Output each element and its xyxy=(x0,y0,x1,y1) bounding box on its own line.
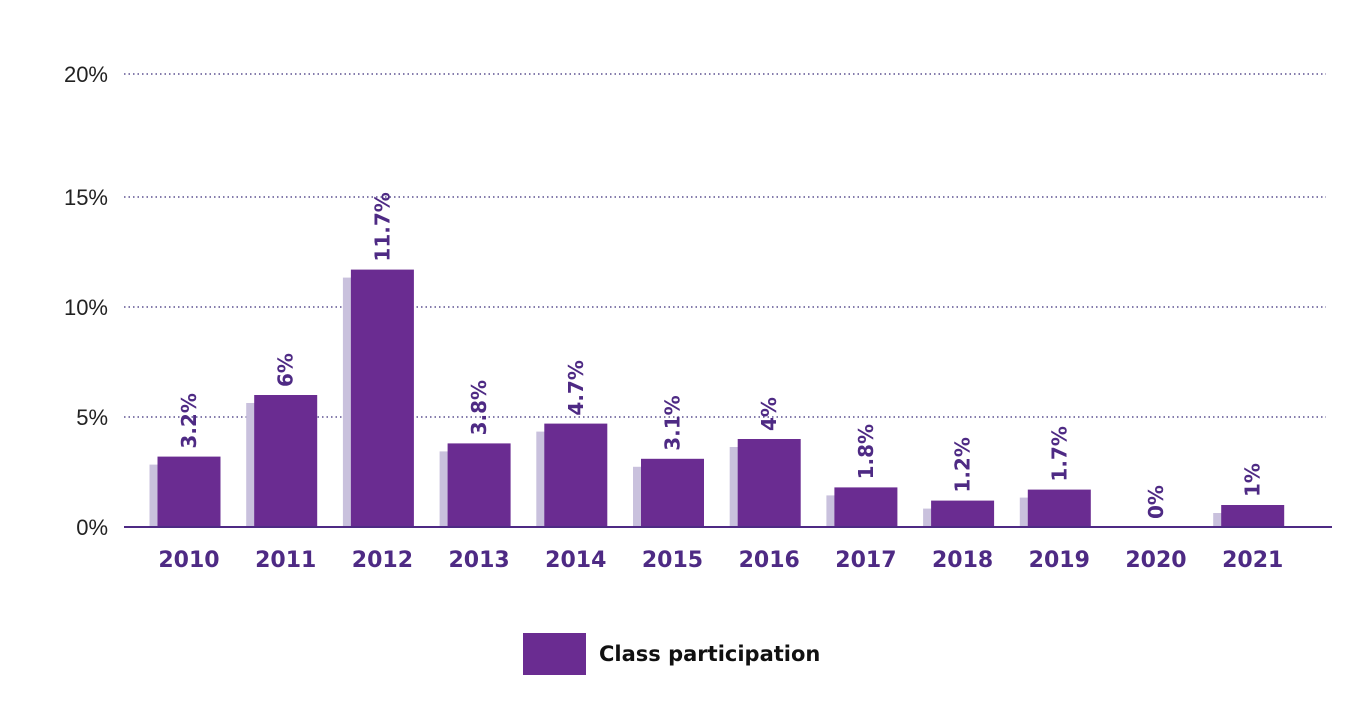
x-tick-label: 2020 xyxy=(1125,548,1186,573)
y-tick-label: 10% xyxy=(64,295,108,320)
bar xyxy=(544,423,608,527)
x-tick-label: 2015 xyxy=(642,548,703,573)
x-tick-label: 2016 xyxy=(739,548,800,573)
y-tick-label: 5% xyxy=(76,405,108,430)
bar xyxy=(350,269,414,527)
data-label: 1.2% xyxy=(951,437,975,492)
data-label: 1.7% xyxy=(1047,426,1071,481)
x-tick-label: 2021 xyxy=(1222,548,1283,573)
data-label: 4% xyxy=(757,397,781,431)
bar xyxy=(447,443,511,527)
x-tick-label: 2017 xyxy=(835,548,896,573)
data-label: 6% xyxy=(274,353,298,387)
y-tick-label: 0% xyxy=(76,515,108,540)
x-tick-label: 2014 xyxy=(545,548,606,573)
bar xyxy=(834,487,898,527)
y-tick-label: 20% xyxy=(64,62,108,87)
x-tick-label: 2019 xyxy=(1029,548,1090,573)
bar xyxy=(157,456,221,527)
bar xyxy=(931,500,995,527)
y-tick-label: 15% xyxy=(64,185,108,210)
bar xyxy=(1221,505,1285,527)
legend: Class participation xyxy=(523,633,820,675)
x-tick-label: 2011 xyxy=(255,548,316,573)
x-tick-label: 2018 xyxy=(932,548,993,573)
data-label: 3.1% xyxy=(661,395,685,450)
x-tick-label: 2013 xyxy=(448,548,509,573)
data-label: 0% xyxy=(1144,485,1168,519)
x-tick-label: 2012 xyxy=(352,548,413,573)
legend-label: Class participation xyxy=(599,642,821,666)
data-label: 11.7% xyxy=(370,192,394,261)
data-label: 3.8% xyxy=(467,380,491,435)
x-tick-label: 2010 xyxy=(158,548,219,573)
data-label: 1.8% xyxy=(854,424,878,479)
data-label: 1% xyxy=(1241,463,1265,497)
bar xyxy=(1027,489,1091,527)
bar xyxy=(737,439,801,527)
data-label: 3.2% xyxy=(177,393,201,448)
data-label: 4.7% xyxy=(564,360,588,415)
bar xyxy=(641,458,704,527)
bar xyxy=(254,395,318,527)
legend-swatch xyxy=(523,633,586,675)
